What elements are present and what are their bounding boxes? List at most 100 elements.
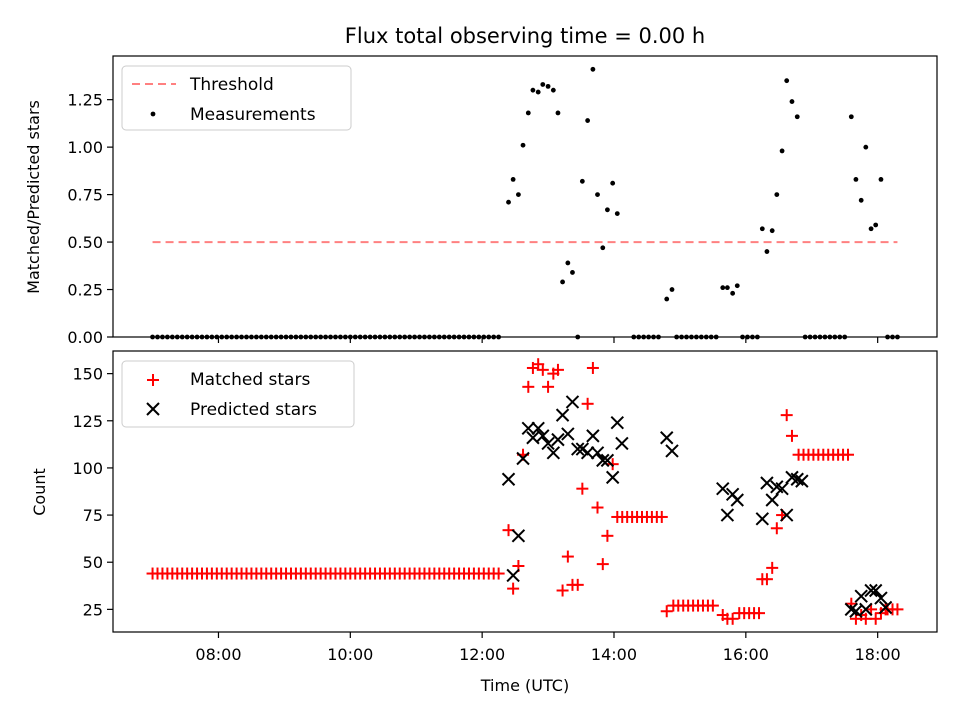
predicted-star-point [760, 476, 774, 490]
predicted-star-point [580, 446, 595, 460]
top-y-tick-label: 1.25 [67, 91, 103, 110]
predicted-star-point [660, 431, 674, 445]
measurement-point [730, 290, 736, 296]
measurement-point [540, 82, 546, 87]
predicted-legend-swatch [146, 402, 160, 416]
top-y-tick-label: 0.25 [67, 281, 103, 300]
measurement-point [664, 296, 670, 302]
matched-star-point [780, 409, 793, 422]
matched-star-point [522, 380, 535, 393]
predicted-star-point [755, 512, 770, 526]
measurement-point [759, 226, 765, 232]
predicted-star-point [565, 395, 580, 409]
bottom-plot-area [146, 358, 904, 625]
predicted-star-point [546, 446, 561, 460]
top-legend-box [121, 65, 352, 131]
predicted-star-point [854, 589, 868, 603]
bottom-y-tick-label: 50 [83, 553, 103, 572]
measurement-point [873, 222, 879, 228]
matched-star-point [766, 561, 779, 574]
bottom-y-tick-label: 100 [72, 459, 103, 478]
matched-star-point [571, 578, 584, 591]
matched-star-point [542, 380, 555, 393]
predicted-star-point [665, 444, 679, 458]
x-tick-label: 14:00 [591, 645, 637, 664]
top-y-axis-label: Matched/Predicted stars [24, 100, 43, 294]
predicted-star-point [859, 602, 873, 617]
matched-star-point [596, 558, 609, 571]
bottom-y-tick-label: 75 [83, 506, 103, 525]
predicted-legend-label: Predicted stars [190, 400, 317, 420]
measurement-point [764, 249, 770, 254]
matched-star-point [581, 397, 594, 410]
top-title: Flux total observing time = 0.00 h [345, 24, 705, 48]
predicted-star-point [610, 415, 624, 430]
measurement-point [848, 114, 854, 120]
predicted-star-point [868, 583, 883, 598]
measurements-legend-swatch [150, 111, 156, 117]
matched-star-point [576, 482, 589, 495]
top-panel: Flux total observing time = 0.00 h 0.000… [24, 24, 938, 347]
measurement-point [794, 114, 800, 120]
predicted-star-point [844, 602, 859, 617]
matched-star-point [556, 584, 569, 597]
bottom-y-axis-label: Count [30, 468, 49, 516]
top-y-ticks: 0.00 0.25 0.50 0.75 1.00 1.25 [67, 91, 113, 347]
measurement-point [853, 177, 859, 182]
measurement-point [530, 87, 536, 93]
matched-star-point [753, 607, 766, 620]
matched-star-point [891, 603, 904, 616]
matched-star-point [706, 599, 719, 612]
measurement-point [570, 270, 575, 275]
threshold-legend-label: Threshold [189, 75, 274, 95]
matched-star-point [586, 361, 599, 374]
matched-star-point [536, 363, 549, 376]
bottom-x-axis-label: Time (UTC) [480, 676, 569, 695]
predicted-star-point [506, 568, 520, 583]
measurement-point [590, 66, 596, 72]
measurement-point [595, 192, 600, 198]
measurement-point [779, 148, 785, 154]
matched-star-point [591, 501, 604, 514]
predicted-star-point [615, 436, 629, 451]
predicted-star-point [790, 472, 804, 486]
measurement-point [669, 287, 675, 292]
top-y-tick-label: 0.75 [67, 186, 103, 205]
matched-star-point [655, 510, 668, 523]
matched-star-point [551, 363, 564, 376]
top-y-tick-label: 0.50 [67, 233, 103, 252]
matched-star-point [869, 612, 882, 625]
predicted-star-point [716, 481, 730, 496]
measurement-point [614, 211, 620, 216]
matched-star-point [561, 550, 574, 563]
matched-star-point [726, 612, 739, 625]
matched-star-point [601, 529, 614, 542]
measurement-point [506, 199, 511, 205]
measurement-point [535, 89, 541, 95]
top-x-ticks [217, 337, 879, 343]
predicted-star-point [561, 427, 575, 441]
predicted-star-point [516, 451, 530, 466]
bottom-legend-box [121, 360, 355, 428]
predicted-star-point [551, 432, 565, 447]
matched-star-point [842, 448, 855, 461]
x-tick-label: 12:00 [459, 645, 505, 664]
measurement-point [789, 99, 795, 104]
predicted-star-point [590, 446, 605, 460]
bottom-panel: 25 50 75 100 125 150 08:00 10:00 12:00 14:00 16:0… [30, 350, 938, 695]
measurement-point [560, 279, 565, 285]
predicted-star-point [571, 442, 585, 456]
measurement-point [858, 197, 864, 203]
measurement-point [868, 226, 874, 232]
matched-star-point [770, 522, 783, 535]
measurement-point [550, 87, 556, 93]
matched-legend-swatch [147, 374, 159, 386]
measurement-point [510, 177, 516, 182]
measurement-point [600, 245, 606, 251]
matched-star-point [760, 573, 773, 586]
predicted-star-point [555, 408, 570, 422]
bottom-x-ticks: 08:00 10:00 12:00 14:00 16:00 18:00 [195, 632, 901, 664]
top-axes-frame [112, 55, 938, 338]
predicted-star-point [765, 493, 779, 507]
